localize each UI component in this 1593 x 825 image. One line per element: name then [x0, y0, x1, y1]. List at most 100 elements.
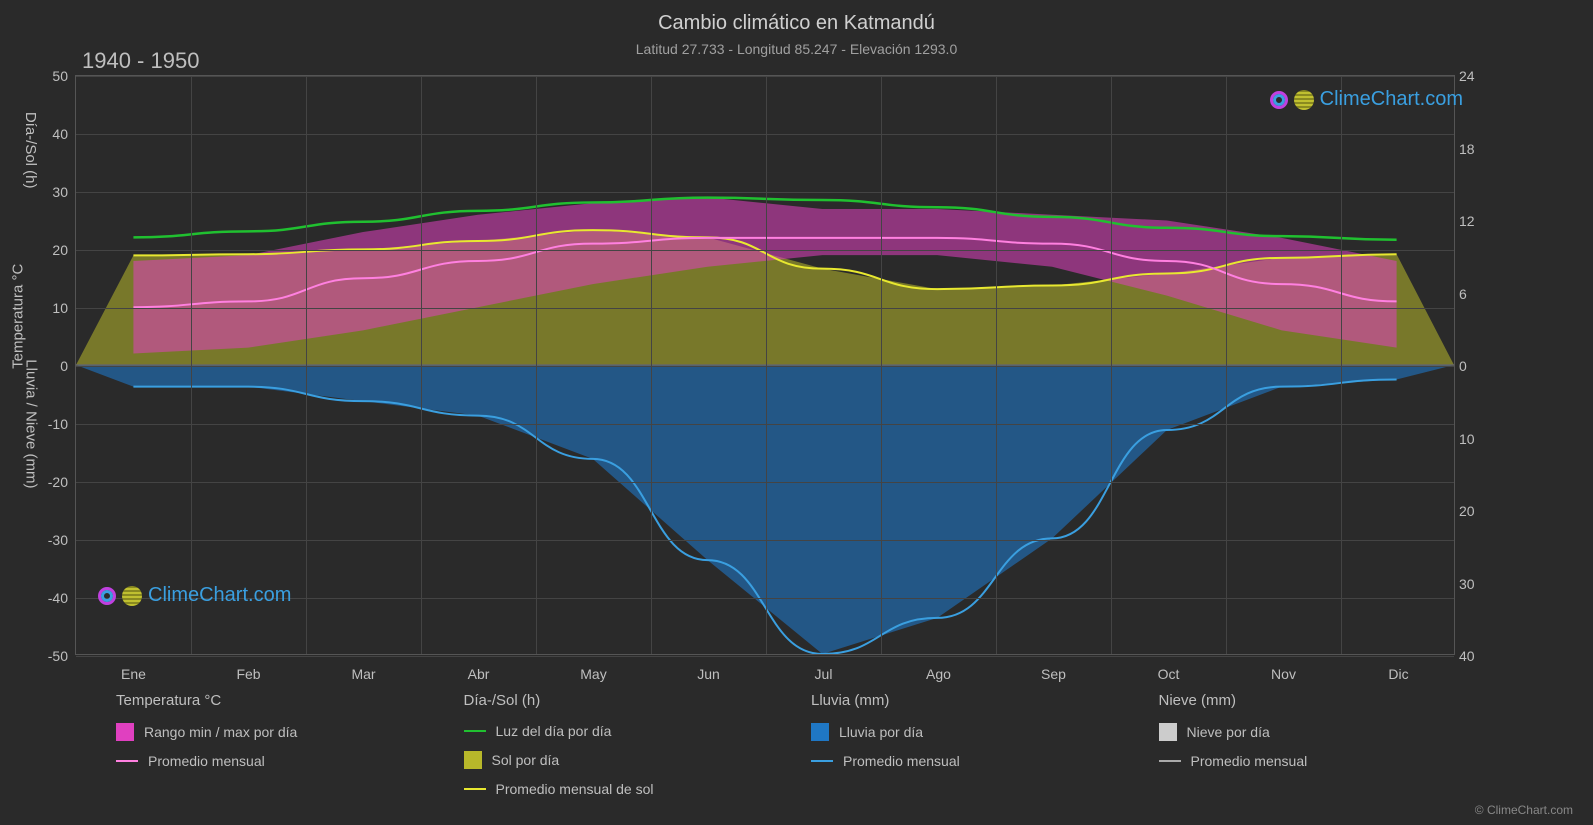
y-tick-right-bottom: 30: [1459, 576, 1494, 592]
grid-line: [76, 308, 1454, 309]
y-axis-left-title: Temperatura °C: [10, 263, 27, 368]
legend-label: Promedio mensual: [1191, 753, 1308, 769]
legend-header: Día-/Sol (h): [464, 692, 802, 709]
y-tick-right-bottom: 40: [1459, 648, 1494, 664]
month-label: Nov: [1271, 666, 1296, 682]
grid-line: [421, 76, 422, 654]
y-axis-right-title-top: Día-/Sol (h): [23, 112, 40, 189]
month-label: Oct: [1158, 666, 1180, 682]
brand-logo-bottom: ClimeChart.com: [98, 584, 291, 607]
month-label: Dic: [1388, 666, 1408, 682]
month-label: May: [580, 666, 606, 682]
grid-line: [651, 76, 652, 654]
plot-area: -50-40-30-20-100102030405006121824102030…: [75, 75, 1455, 655]
grid-line: [536, 76, 537, 654]
grid-line: [191, 76, 192, 654]
legend-label: Nieve por día: [1187, 724, 1270, 740]
y-tick-right-bottom: 10: [1459, 431, 1494, 447]
grid-line: [996, 76, 997, 654]
grid-line: [881, 76, 882, 654]
legend: Temperatura °C Rango min / max por día P…: [116, 692, 1496, 797]
grid-line: [76, 250, 1454, 251]
swatch-icon: [464, 788, 486, 790]
y-axis-right-title-bottom: Lluvia / Nieve (mm): [23, 359, 40, 488]
legend-item: Sol por día: [464, 751, 802, 769]
month-label: Feb: [236, 666, 260, 682]
rain-band: [76, 365, 1454, 654]
month-label: Ago: [926, 666, 951, 682]
swatch-icon: [811, 760, 833, 762]
y-tick-left: -50: [26, 648, 68, 664]
legend-label: Rango min / max por día: [144, 724, 297, 740]
grid-line: [76, 134, 1454, 135]
logo-ring-icon: [1270, 91, 1288, 109]
climate-chart: Cambio climático en Katmandú Latitud 27.…: [0, 0, 1593, 825]
logo-sun-icon: [122, 586, 142, 606]
chart-subtitle: Latitud 27.733 - Longitud 85.247 - Eleva…: [0, 35, 1593, 57]
legend-item: Nieve por día: [1159, 723, 1497, 741]
legend-col-temperature: Temperatura °C Rango min / max por día P…: [116, 692, 454, 797]
y-tick-right-top: 0: [1459, 358, 1494, 374]
legend-col-rain: Lluvia (mm) Lluvia por día Promedio mens…: [811, 692, 1149, 797]
swatch-icon: [116, 760, 138, 762]
grid-line: [76, 366, 1454, 367]
legend-item: Lluvia por día: [811, 723, 1149, 741]
grid-line: [1111, 76, 1112, 654]
y-tick-right-top: 12: [1459, 213, 1494, 229]
month-label: Sep: [1041, 666, 1066, 682]
legend-label: Luz del día por día: [496, 723, 612, 739]
legend-col-daylight: Día-/Sol (h) Luz del día por día Sol por…: [464, 692, 802, 797]
month-label: Jul: [815, 666, 833, 682]
brand-logo-top: ClimeChart.com: [1270, 88, 1463, 111]
grid-line: [76, 76, 1454, 77]
grid-line: [766, 76, 767, 654]
grid-line: [76, 482, 1454, 483]
legend-col-snow: Nieve (mm) Nieve por día Promedio mensua…: [1159, 692, 1497, 797]
legend-header: Lluvia (mm): [811, 692, 1149, 709]
legend-header: Nieve (mm): [1159, 692, 1497, 709]
logo-ring-icon: [98, 587, 116, 605]
month-label: Abr: [468, 666, 490, 682]
y-tick-left: 10: [26, 300, 68, 316]
legend-item: Luz del día por día: [464, 723, 802, 739]
brand-text: ClimeChart.com: [1320, 88, 1463, 111]
grid-line: [76, 656, 1454, 657]
legend-label: Promedio mensual: [843, 753, 960, 769]
swatch-icon: [464, 730, 486, 732]
legend-item: Promedio mensual: [811, 753, 1149, 769]
y-tick-right-bottom: 20: [1459, 503, 1494, 519]
grid-line: [1341, 76, 1342, 654]
month-label: Jun: [697, 666, 720, 682]
copyright: © ClimeChart.com: [1475, 803, 1573, 817]
y-tick-left: 50: [26, 68, 68, 84]
plot-svg: [76, 76, 1454, 654]
swatch-icon: [1159, 760, 1181, 762]
logo-sun-icon: [1294, 90, 1314, 110]
legend-label: Promedio mensual: [148, 753, 265, 769]
legend-item: Promedio mensual: [1159, 753, 1497, 769]
legend-item: Promedio mensual de sol: [464, 781, 802, 797]
legend-label: Lluvia por día: [839, 724, 923, 740]
legend-item: Rango min / max por día: [116, 723, 454, 741]
y-tick-right-top: 18: [1459, 141, 1494, 157]
y-tick-right-top: 24: [1459, 68, 1494, 84]
swatch-icon: [1159, 723, 1177, 741]
grid-line: [306, 76, 307, 654]
grid-line: [76, 424, 1454, 425]
grid-line: [76, 192, 1454, 193]
legend-header: Temperatura °C: [116, 692, 454, 709]
grid-line: [76, 540, 1454, 541]
swatch-icon: [811, 723, 829, 741]
chart-title: Cambio climático en Katmandú: [0, 0, 1593, 35]
legend-item: Promedio mensual: [116, 753, 454, 769]
swatch-icon: [464, 751, 482, 769]
month-label: Ene: [121, 666, 146, 682]
swatch-icon: [116, 723, 134, 741]
y-tick-right-top: 6: [1459, 286, 1494, 302]
legend-label: Promedio mensual de sol: [496, 781, 654, 797]
period-label: 1940 - 1950: [82, 48, 199, 74]
y-tick-left: -30: [26, 532, 68, 548]
legend-label: Sol por día: [492, 752, 560, 768]
grid-line: [1226, 76, 1227, 654]
y-tick-left: -40: [26, 590, 68, 606]
